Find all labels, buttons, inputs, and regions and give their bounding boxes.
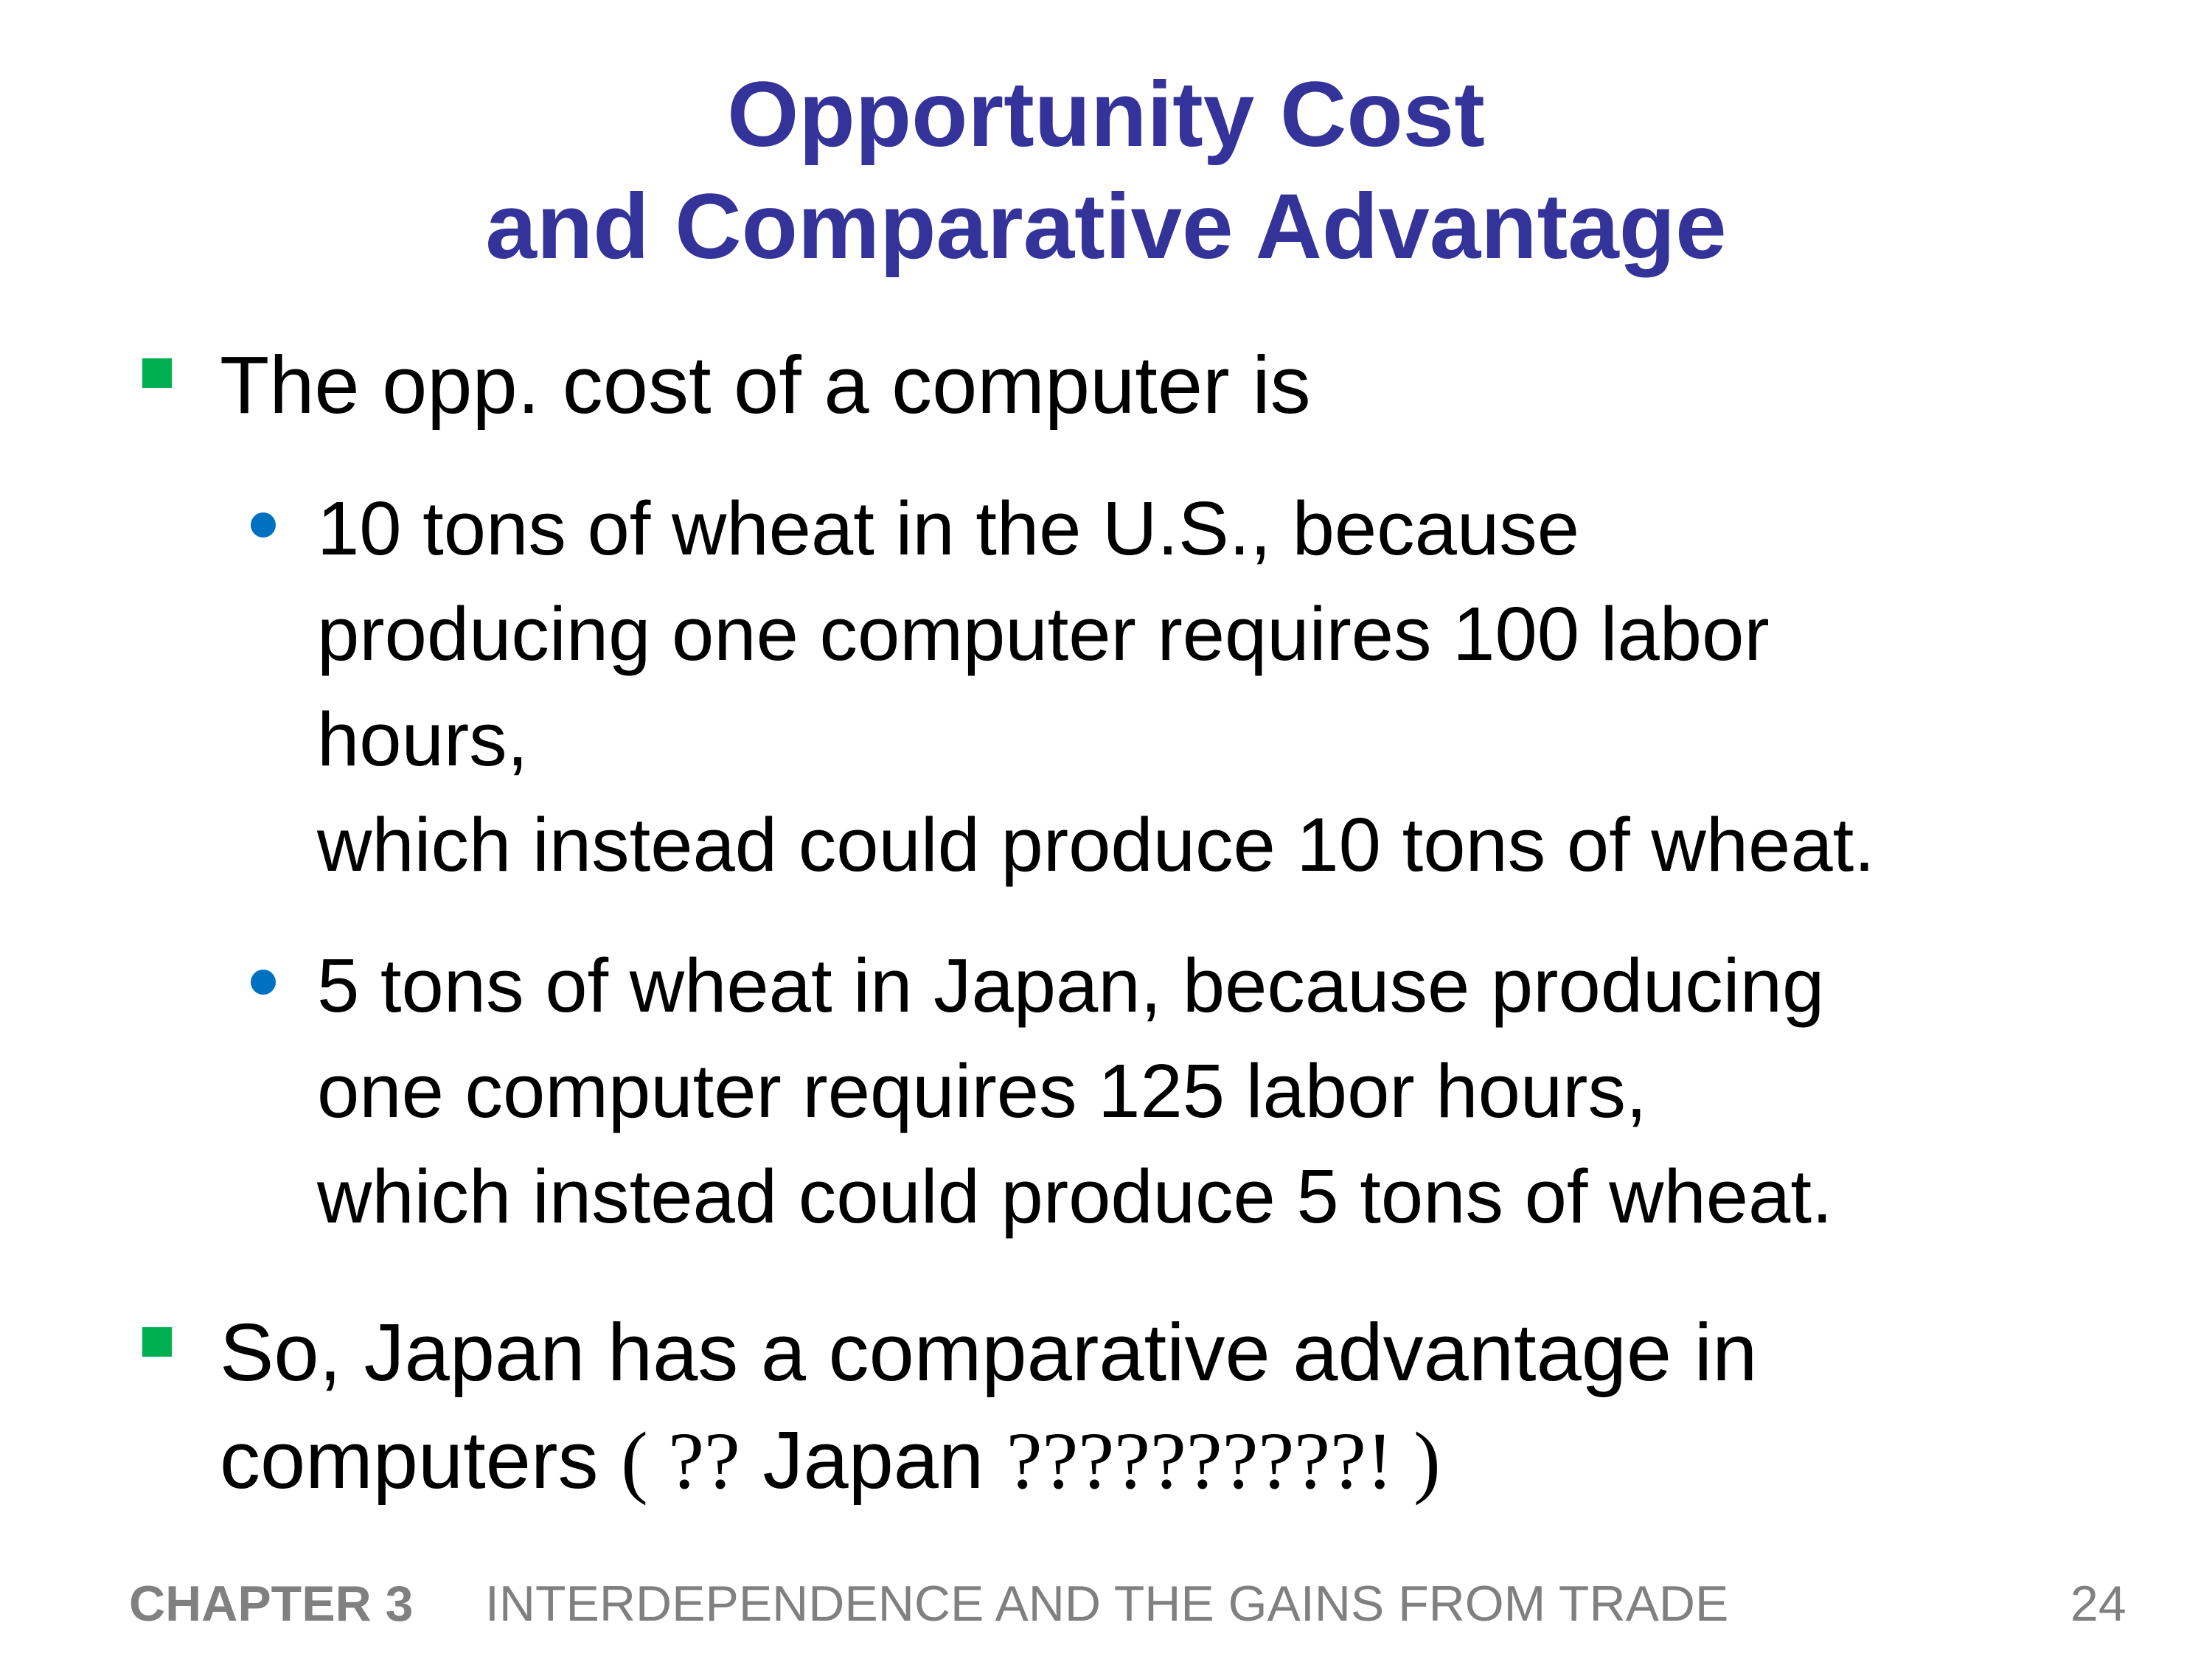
sub-bullet-japan: 5 tons of wheat in Japan, because produc… [317, 933, 2116, 1249]
green-square-bullet-icon [142, 358, 172, 388]
bullet-2-computers: computers [220, 1415, 599, 1506]
blue-dot-bullet-icon [251, 512, 276, 538]
footer-page-number: 24 [2070, 1576, 2126, 1632]
sub-bullet-japan-line-1: 5 tons of wheat in Japan, because produc… [317, 943, 1825, 1028]
sub-bullet-japan-line-3: which instead could produce 5 tons of wh… [317, 1154, 1833, 1239]
green-square-bullet-icon [142, 1327, 172, 1357]
sub-bullet-us-line-3: hours, [317, 697, 529, 782]
bullet-2-paren-close: ??????????! ) [1006, 1416, 1441, 1506]
sub-bullet-us-line-4: which instead could produce 10 tons of w… [317, 802, 1875, 887]
sub-bullet-us-line-1: 10 tons of wheat in the U.S., because [317, 486, 1580, 571]
sub-bullet-us: 10 tons of wheat in the U.S., because pr… [317, 476, 2116, 897]
title-line-2: and Comparative Advantage [485, 175, 1727, 278]
slide-title: Opportunity Cost and Comparative Advanta… [0, 59, 2212, 283]
title-line-1: Opportunity Cost [727, 63, 1485, 166]
bullet-2-text: So, Japan has a comparative advantage in… [220, 1299, 2107, 1514]
bullet-2-line-1: So, Japan has a comparative advantage in [220, 1307, 1758, 1398]
bullet-1-text: The opp. cost of a computer is [220, 340, 1311, 431]
footer-chapter-title: INTERDEPENDENCE AND THE GAINS FROM TRADE [485, 1576, 1729, 1632]
footer-chapter: CHAPTER 3 [129, 1576, 414, 1632]
bullet-2-japan: Japan [762, 1415, 984, 1506]
sub-bullet-us-line-2: producing one computer requires 100 labo… [317, 591, 1770, 676]
bullet-2-line-2: computers ( ?? Japan ??????????! ) [220, 1407, 2107, 1514]
bullet-2-paren-open: ( ?? [621, 1416, 740, 1506]
sub-bullet-japan-line-2: one computer requires 125 labor hours, [317, 1048, 1647, 1133]
blue-dot-bullet-icon [251, 970, 276, 995]
